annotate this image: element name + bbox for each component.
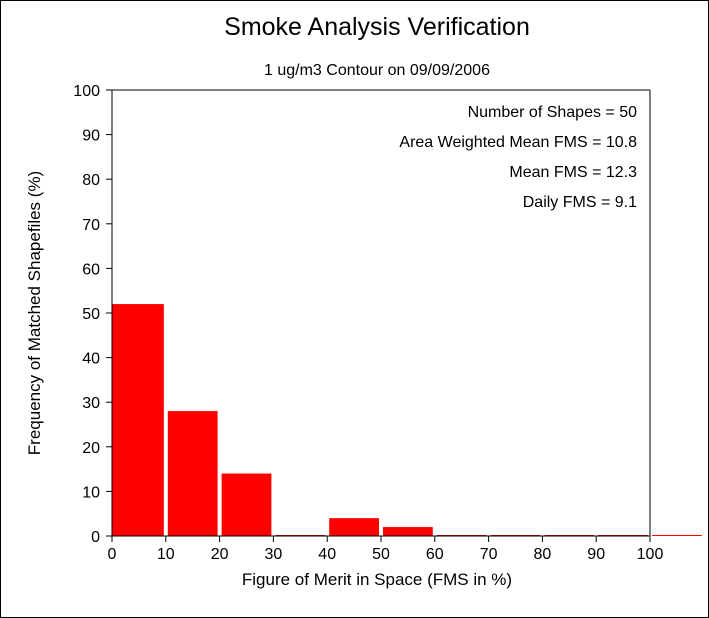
histogram-bar [383,527,433,536]
y-axis-label: Frequency of Matched Shapefiles (%) [25,171,44,455]
chart-subtitle: 1 ug/m3 Contour on 09/09/2006 [264,62,490,79]
stat-annotation: Daily FMS = 9.1 [523,194,637,211]
y-tick-label: 70 [82,217,100,234]
x-axis-label: Figure of Merit in Space (FMS in %) [242,570,512,589]
x-tick-label: 80 [534,546,552,563]
bars-group [112,304,702,536]
x-tick-label: 100 [637,546,664,563]
y-tick-label: 10 [82,484,100,501]
x-tick-label: 10 [157,546,175,563]
y-tick-label: 20 [82,440,100,457]
stat-annotation: Number of Shapes = 50 [468,104,638,121]
histogram-bar [167,411,218,536]
x-tick-label: 0 [108,546,117,563]
stat-annotation: Mean FMS = 12.3 [509,164,637,181]
stat-annotation: Area Weighted Mean FMS = 10.8 [399,134,637,151]
histogram-bar [112,304,164,536]
histogram-bar [221,473,272,536]
y-tick-label: 80 [82,172,100,189]
x-tick-label: 50 [372,546,390,563]
histogram-bar [329,518,379,536]
x-tick-label: 20 [211,546,229,563]
y-tick-label: 90 [82,128,100,145]
y-tick-label: 0 [91,529,100,546]
x-tick-label: 40 [318,546,336,563]
ticks-group: 0 10 20 30 40 50 60 70 80 90 100 0 10 20 30 40 50 60 70 80 9… [73,83,663,563]
x-tick-label: 90 [587,546,605,563]
y-tick-label: 40 [82,351,100,368]
y-tick-label: 50 [82,306,100,323]
x-tick-label: 60 [426,546,444,563]
annotations-group: Number of Shapes = 50 Area Weighted Mean … [399,104,637,211]
chart-title: Smoke Analysis Verification [224,13,530,41]
x-tick-label: 70 [480,546,498,563]
y-tick-label: 60 [82,261,100,278]
x-tick-label: 30 [265,546,283,563]
y-tick-label: 30 [82,395,100,412]
y-tick-label: 100 [73,83,100,100]
